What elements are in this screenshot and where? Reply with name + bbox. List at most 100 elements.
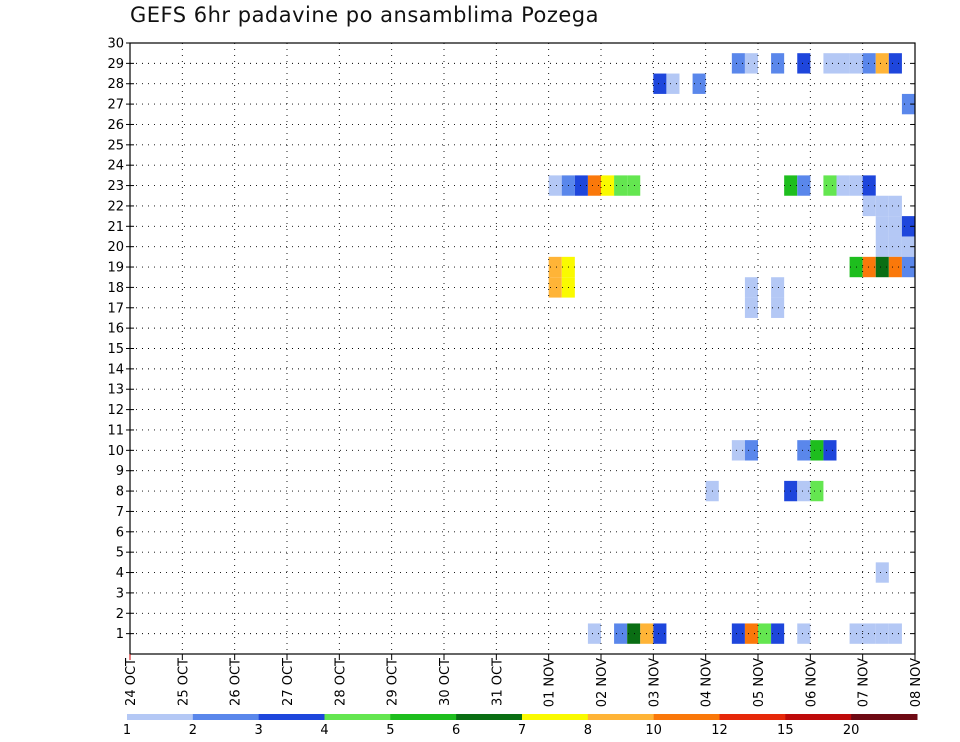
data-cell (731, 623, 745, 644)
y-tick-label: 14 (107, 362, 124, 377)
data-cell (862, 53, 876, 74)
data-cell (587, 623, 601, 644)
data-cell (744, 623, 758, 644)
legend-label: 1 (123, 723, 131, 738)
data-cell (627, 623, 641, 644)
data-cell (797, 623, 811, 644)
chart-title: GEFS 6hr padavine po ansamblima Pozega (130, 3, 600, 27)
legend-label: 4 (320, 723, 328, 738)
data-cell (823, 440, 837, 461)
data-cell (875, 236, 889, 257)
y-tick-label: 26 (107, 118, 124, 133)
data-cell (653, 623, 667, 644)
y-tick-label: 3 (116, 586, 124, 601)
data-cell (758, 623, 772, 644)
data-cell (744, 297, 758, 318)
y-tick-label: 9 (116, 464, 124, 479)
y-tick-label: 10 (107, 444, 124, 459)
data-cell (548, 277, 562, 298)
legend-swatch (587, 714, 655, 720)
data-cell (653, 73, 667, 94)
data-cell (875, 53, 889, 74)
data-cell (744, 440, 758, 461)
y-tick-label: 6 (116, 525, 124, 540)
data-cell (888, 623, 902, 644)
x-tick-label: 04 NOV (700, 658, 715, 707)
data-cell (888, 236, 902, 257)
plot-frame (129, 42, 916, 655)
y-tick-label: 1 (116, 627, 124, 642)
x-tick-label: 07 NOV (857, 658, 872, 707)
data-cell (875, 623, 889, 644)
data-cells (548, 53, 915, 644)
y-tick-label: 2 (116, 607, 124, 622)
legend-label: 10 (645, 723, 662, 738)
data-cell (862, 623, 876, 644)
data-cell (901, 256, 915, 278)
data-cell (797, 175, 811, 196)
x-axis: 24 OCT 25 OCT 26 OCT 27 OCT 28 OCT 29 OCT 30 O… (124, 654, 924, 707)
data-cell (836, 175, 850, 196)
x-tick-label: 27 OCT (281, 658, 296, 706)
x-tick-label: 03 NOV (647, 658, 662, 707)
data-cell (771, 623, 785, 644)
legend-label: 5 (386, 723, 394, 738)
legend-swatch (851, 714, 918, 720)
data-cell (731, 53, 745, 74)
legend-label: 2 (189, 723, 197, 738)
y-tick-label: 18 (107, 281, 124, 296)
data-cell (614, 175, 628, 196)
legend-label: 6 (452, 723, 460, 738)
data-cell (888, 256, 902, 278)
x-tick-label: 06 NOV (804, 658, 819, 707)
legend-label: 12 (711, 723, 728, 738)
legend-swatch (192, 714, 260, 720)
data-cell (771, 277, 785, 298)
data-cell (823, 53, 837, 74)
legend-swatch (390, 714, 457, 720)
data-cell (875, 256, 889, 278)
y-tick-label: 7 (116, 505, 124, 520)
y-tick-label: 15 (107, 342, 124, 357)
y-axis: 1234567891011121314151617181920212223242… (107, 37, 915, 642)
data-cell (574, 175, 588, 196)
y-tick-label: 29 (107, 57, 124, 72)
y-tick-label: 17 (107, 301, 124, 316)
data-cell (888, 216, 902, 237)
y-tick-label: 22 (107, 199, 124, 214)
y-tick-label: 21 (107, 220, 124, 235)
x-tick-label: 31 OCT (490, 658, 505, 706)
y-tick-label: 12 (107, 403, 124, 418)
data-cell (862, 195, 876, 217)
legend-swatch (522, 714, 589, 720)
color-legend: 1 2 3 4 5 6 7 8 10 12 15 20 (123, 714, 918, 738)
x-tick-label: 05 NOV (752, 658, 767, 707)
data-cell (666, 73, 680, 94)
y-tick-label: 19 (107, 261, 124, 276)
legend-swatch (456, 714, 523, 720)
y-tick-label: 23 (107, 179, 124, 194)
legend-swatch (324, 714, 391, 720)
x-tick-label: 26 OCT (229, 658, 244, 706)
data-cell (627, 175, 641, 196)
legend-label: 3 (255, 723, 263, 738)
data-cell (875, 195, 889, 217)
x-tick-label: 01 NOV (543, 658, 558, 707)
data-cell (744, 277, 758, 298)
legend-swatch (653, 714, 720, 720)
y-tick-label: 30 (107, 37, 124, 52)
y-tick-label: 24 (107, 159, 124, 174)
data-cell (810, 440, 824, 461)
data-cell (771, 297, 785, 318)
x-tick-label: 30 OCT (438, 658, 453, 706)
legend-swatch (258, 714, 325, 720)
data-cell (901, 216, 915, 237)
legend-swatch (127, 714, 194, 720)
y-tick-label: 27 (107, 98, 124, 113)
data-cell (888, 195, 902, 217)
legend-label: 20 (843, 723, 860, 738)
data-cell (797, 480, 811, 502)
data-cell (731, 440, 745, 461)
data-cell (797, 53, 811, 74)
y-tick-label: 4 (116, 566, 124, 581)
